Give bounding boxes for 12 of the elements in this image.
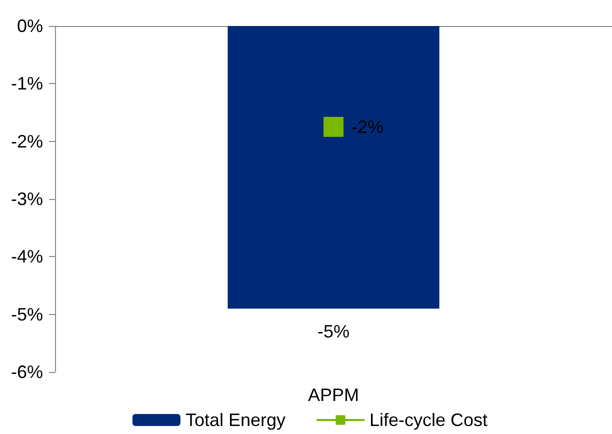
legend-label: Total Energy bbox=[185, 410, 286, 430]
y-tick-label: -2% bbox=[10, 131, 44, 152]
y-tick-label: -3% bbox=[10, 189, 44, 209]
y-tick-label: -4% bbox=[10, 246, 44, 267]
y-tick-label: -1% bbox=[10, 74, 44, 94]
data-label: -5% bbox=[317, 322, 350, 342]
y-tick-label: -6% bbox=[10, 362, 44, 382]
y-tick-label: -5% bbox=[10, 304, 44, 324]
data-label: -2% bbox=[352, 116, 384, 137]
legend-label: Life-cycle Cost bbox=[370, 410, 488, 430]
y-tick-label: 0% bbox=[16, 16, 44, 36]
x-tick-label: APPM bbox=[308, 385, 360, 405]
